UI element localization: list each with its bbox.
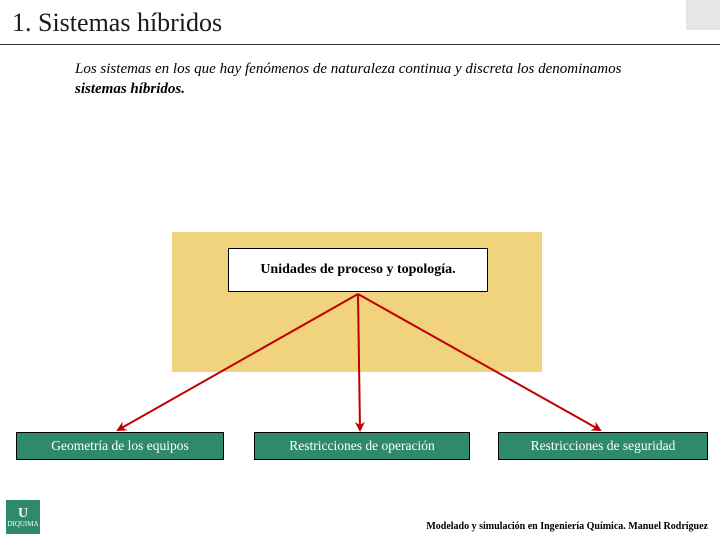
footer-text: Modelado y simulación en Ingeniería Quím…: [426, 521, 708, 532]
bottom-box-1: Restricciones de operación: [254, 432, 470, 460]
top-concept-box: Unidades de proceso y topología.: [228, 248, 488, 292]
bottom-box-2: Restricciones de seguridad: [498, 432, 708, 460]
corner-decoration: [686, 0, 720, 30]
logo: U DIQUIMA: [6, 500, 40, 534]
bottom-box-0: Geometría de los equipos: [16, 432, 224, 460]
intro-text: Los sistemas en los que hay fenómenos de…: [75, 61, 621, 77]
logo-top: U: [18, 507, 28, 521]
intro-bold-term: sistemas híbridos.: [75, 81, 185, 97]
logo-bottom: DIQUIMA: [7, 521, 38, 528]
intro-paragraph: Los sistemas en los que hay fenómenos de…: [0, 45, 720, 100]
slide-title: 1. Sistemas híbridos: [12, 8, 708, 38]
diagram-area: Unidades de proceso y topología. Geometr…: [0, 160, 720, 490]
title-bar: 1. Sistemas híbridos: [0, 0, 720, 45]
top-concept-label: Unidades de proceso y topología.: [260, 262, 455, 279]
